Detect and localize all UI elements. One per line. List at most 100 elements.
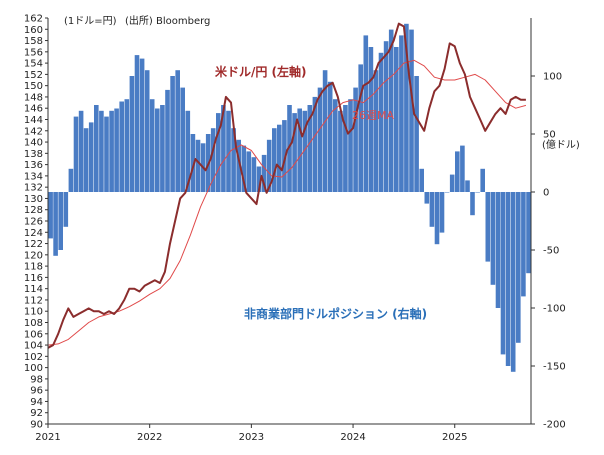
position-bar (470, 192, 475, 216)
left-tick-label: 104 (24, 341, 43, 352)
position-bar (94, 105, 99, 192)
position-bar (149, 99, 155, 192)
position-bar (500, 192, 506, 355)
position-bar (221, 105, 226, 192)
position-bar (68, 168, 74, 192)
left-tick-label: 118 (24, 262, 43, 273)
position-bar (292, 113, 297, 192)
left-tick-label: 106 (24, 329, 43, 340)
position-bar (343, 105, 348, 192)
position-bar (409, 29, 414, 192)
position-bar (180, 87, 185, 192)
position-bar (48, 192, 53, 239)
left-tick-label: 130 (24, 194, 43, 205)
position-bar (73, 116, 79, 192)
x-tick-label: 2023 (239, 432, 264, 443)
left-tick-label: 124 (24, 228, 43, 239)
position-bar (109, 110, 114, 192)
position-bar (190, 134, 196, 192)
left-tick-label: 128 (24, 205, 43, 216)
left-tick-label: 132 (24, 183, 43, 194)
axes-layer: 9092949698100102104106108110112114116118… (24, 14, 566, 444)
position-bar (139, 58, 145, 192)
position-bar (322, 70, 328, 192)
left-tick-label: 140 (24, 138, 43, 149)
position-bar (455, 151, 460, 192)
position-bar (261, 154, 267, 192)
position-bar (119, 101, 124, 192)
position-bar (241, 145, 247, 192)
x-tick-label: 2022 (137, 432, 162, 443)
position-bar (348, 99, 353, 192)
position-bar (231, 128, 236, 192)
position-bar (144, 70, 150, 192)
position-bar (277, 124, 282, 192)
position-bar (495, 192, 501, 308)
usdjpy-line (47, 22, 526, 349)
left-tick-label: 152 (24, 70, 43, 81)
position-bar (439, 192, 445, 233)
position-bar (114, 108, 119, 192)
position-bar (394, 47, 399, 192)
position-bar (516, 192, 521, 343)
left-tick-label: 146 (24, 104, 43, 115)
left-tick-label: 126 (24, 217, 43, 228)
left-tick-label: 100 (24, 363, 43, 374)
position-bar (104, 116, 109, 192)
right-tick-label: -200 (543, 420, 566, 431)
position-bar (272, 128, 277, 192)
position-bar (383, 41, 389, 193)
left-tick-label: 158 (24, 36, 43, 47)
position-bar (424, 192, 430, 204)
position-bar (246, 151, 252, 192)
position-bar (256, 166, 262, 192)
series-label-position: 非商業部門ドルポジション (右軸) (244, 306, 427, 321)
position-bar (475, 192, 480, 193)
left-tick-label: 162 (24, 14, 43, 25)
position-bar (195, 139, 201, 192)
position-bar (327, 81, 333, 192)
left-tick-label: 98 (30, 374, 43, 385)
position-bar (312, 96, 318, 192)
position-bar (53, 192, 58, 256)
position-bar (465, 180, 470, 192)
position-bar (226, 110, 231, 192)
x-tick-label: 2025 (442, 432, 467, 443)
source-note: (出所) Bloomberg (125, 14, 210, 27)
left-tick-label: 96 (30, 386, 43, 397)
left-tick-label: 160 (24, 25, 43, 36)
ma26-line (47, 59, 527, 346)
left-tick-label: 142 (24, 126, 43, 137)
position-bar (307, 105, 313, 192)
lines-layer (47, 22, 527, 349)
left-tick-label: 136 (24, 160, 43, 171)
right-tick-label: 100 (543, 72, 562, 83)
position-bar (251, 157, 257, 192)
position-bar (505, 192, 511, 366)
left-tick-label: 156 (24, 47, 43, 58)
series-label-usdjpy: 米ドル/円 (左軸) (215, 64, 307, 79)
position-bar (58, 192, 63, 250)
position-bar (175, 70, 180, 192)
left-tick-label: 138 (24, 149, 43, 160)
position-bar (155, 108, 160, 192)
position-bar (399, 35, 404, 193)
position-bar (419, 168, 424, 192)
position-bar (170, 76, 175, 192)
position-bar (449, 174, 455, 192)
position-bar (287, 105, 292, 192)
position-bar (124, 99, 130, 192)
position-bar (353, 87, 358, 192)
position-bar (404, 23, 409, 192)
left-tick-label: 112 (24, 295, 43, 306)
right-tick-label: 0 (543, 188, 549, 199)
position-bar (363, 35, 369, 193)
right-axis-unit: (億ドル) (542, 138, 580, 151)
position-bar (88, 122, 94, 192)
position-bar (302, 110, 308, 192)
left-tick-label: 122 (24, 239, 43, 250)
position-bar (490, 192, 496, 285)
left-tick-label: 108 (24, 318, 43, 329)
